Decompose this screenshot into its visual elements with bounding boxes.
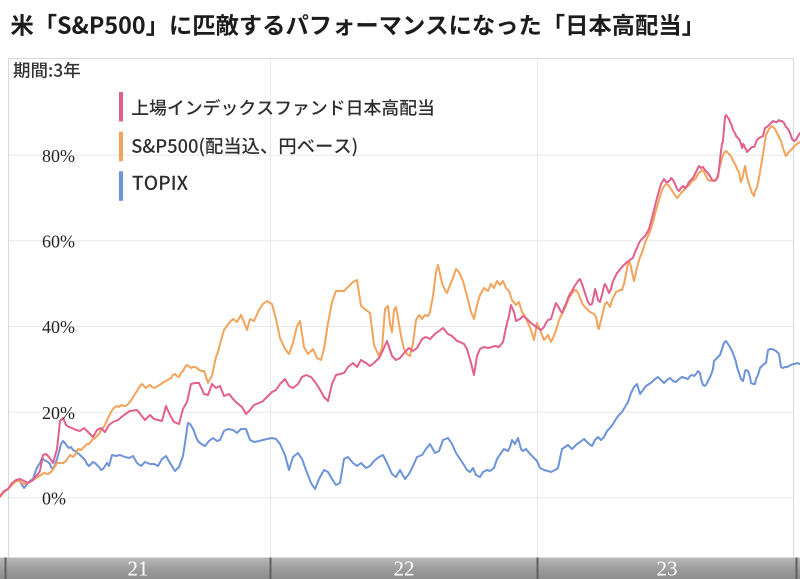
svg-text:40%: 40% [42,317,75,337]
svg-text:60%: 60% [42,232,75,252]
svg-text:22: 22 [394,557,415,579]
svg-text:0%: 0% [42,488,66,508]
svg-text:23: 23 [657,557,678,579]
svg-text:20%: 20% [42,403,75,423]
svg-text:21: 21 [128,557,149,579]
svg-text:80%: 80% [42,146,75,166]
